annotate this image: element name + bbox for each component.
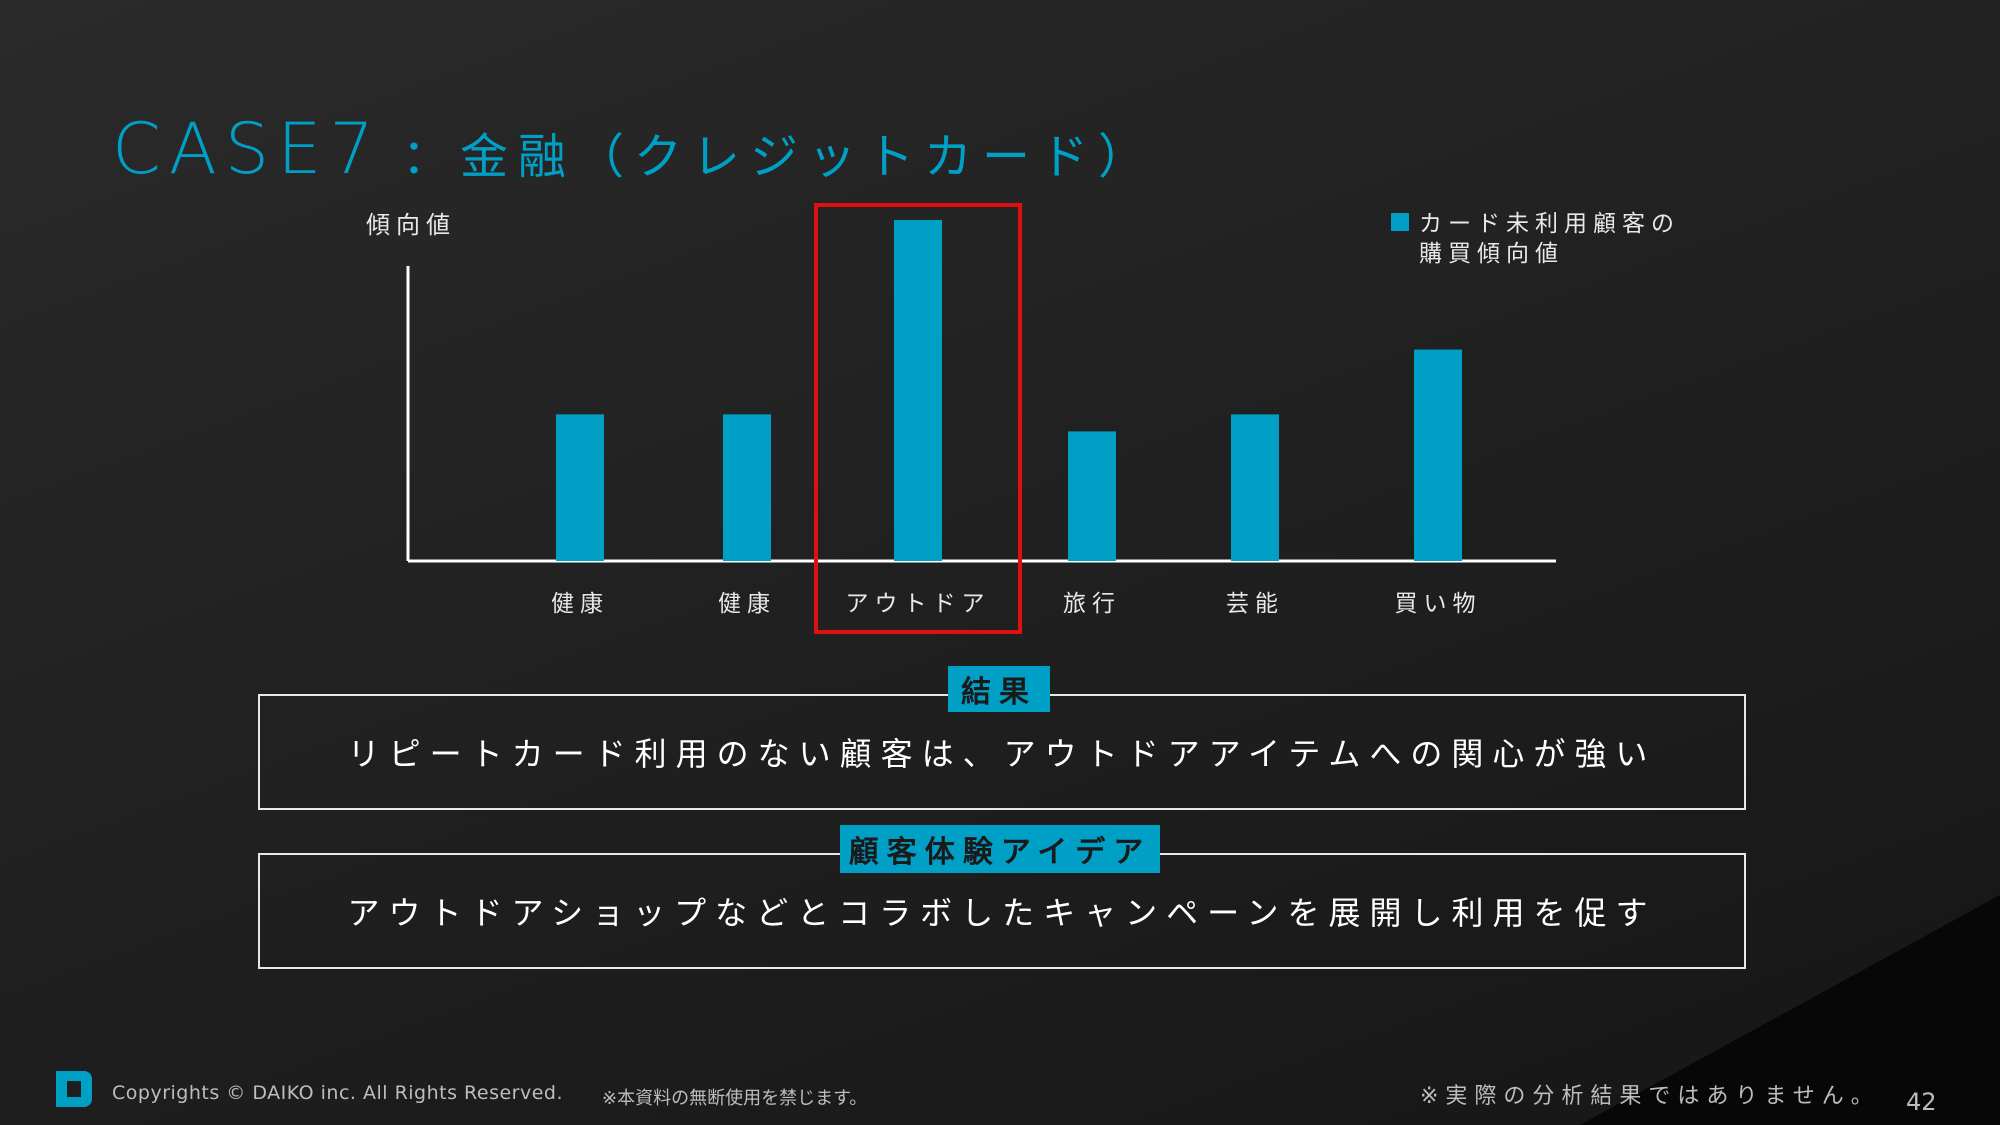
daiko-logo-icon [56, 1071, 92, 1107]
idea-label: 顧客体験アイデア [840, 825, 1160, 873]
idea-text: アウトドアショップなどとコラボしたキャンペーンを展開し利用を促す [347, 894, 1657, 932]
x-tick-label-6: 買い物 [1395, 591, 1482, 617]
x-tick-label-4: 旅行 [1063, 591, 1121, 617]
x-tick-label-2: 健康 [718, 591, 776, 617]
bar-5 [1231, 414, 1279, 561]
title-case: CASE7 [112, 108, 382, 190]
bar-6 [1414, 349, 1462, 561]
x-tick-label-1: 健康 [551, 591, 609, 617]
result-label: 結果 [948, 666, 1050, 712]
slide-title: CASE7 ：金融（クレジットカード） [112, 108, 1156, 190]
title-subtitle: ：金融（クレジットカード） [401, 129, 1156, 185]
corner-shade [1580, 895, 2000, 1125]
bar-3 [894, 220, 942, 561]
result-label-text: 結果 [961, 675, 1037, 710]
legend-label-line-2: 購買傾向値 [1419, 241, 1564, 267]
bar-2 [723, 414, 771, 561]
copyright-text: Copyrights © DAIKO inc. All Rights Reser… [112, 1082, 564, 1104]
bar-4 [1068, 431, 1116, 561]
legend-label-line-1: カード未利用顧客の [1419, 211, 1680, 237]
disclaimer-text: ※実際の分析結果ではありません。 [1420, 1084, 1880, 1109]
highlight-box [814, 203, 1022, 634]
x-tick-label-5: 芸能 [1226, 591, 1284, 617]
idea-label-text: 顧客体験アイデア [848, 835, 1152, 870]
y-axis-label: 傾向値 [366, 211, 456, 239]
x-tick-label-3: アウトドア [846, 591, 991, 617]
usage-notice: ※本資料の無断使用を禁じます。 [602, 1088, 868, 1109]
page-number: 42 [1906, 1088, 1937, 1116]
legend-swatch [1391, 213, 1409, 231]
bar-1 [556, 414, 604, 561]
result-text: リピートカード利用のない顧客は、アウトドアアイテムへの関心が強い [347, 735, 1657, 773]
